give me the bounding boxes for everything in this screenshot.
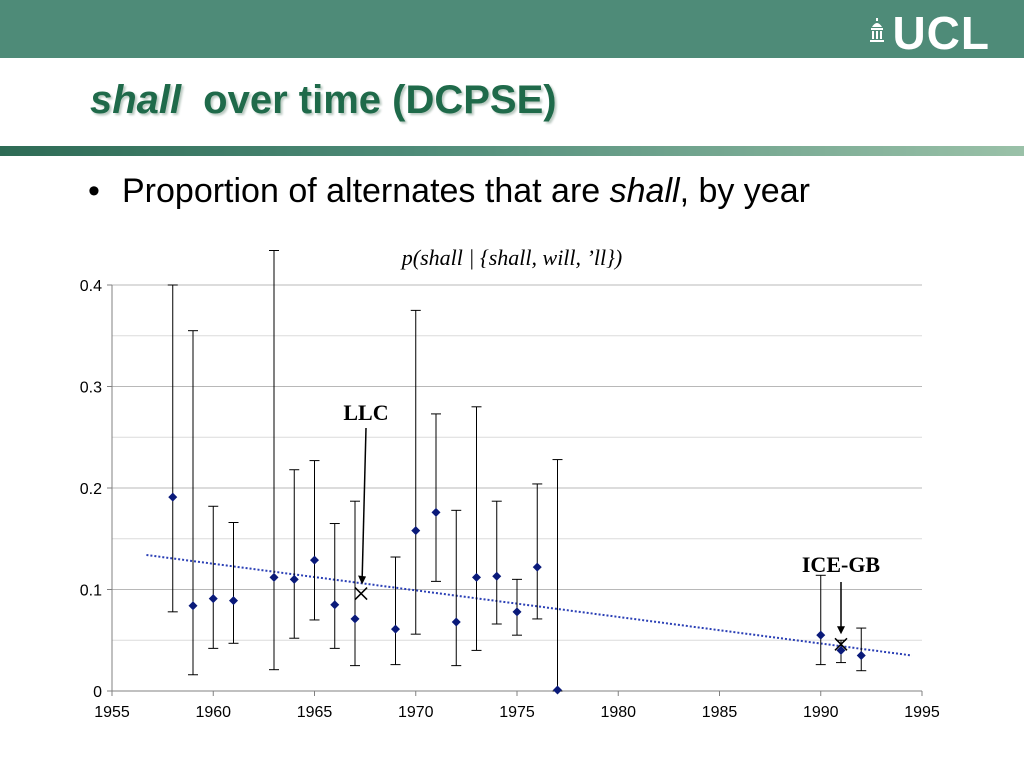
arrowhead-icegb [837, 626, 845, 635]
data-point [816, 630, 826, 640]
data-point [208, 594, 218, 604]
x-tick-label: 1955 [94, 704, 130, 721]
annotation-label-llc: LLC [343, 400, 388, 425]
y-tick-label: 0 [93, 684, 102, 701]
arrowhead-llc [358, 575, 367, 585]
chart-title: p(shall | {shall, will, ’ll}) [400, 245, 622, 270]
gridlines [112, 284, 922, 641]
data-point [229, 596, 238, 606]
scatter-chart: p(shall | {shall, will, ’ll}) 0 0.1 0.2 0.3… [80, 245, 940, 721]
data-point [512, 607, 522, 617]
title-divider [0, 146, 1024, 156]
y-tick-label: 0.4 [80, 278, 102, 295]
data-point [411, 526, 421, 536]
page-title: shall over time (DCPSE) [90, 78, 557, 123]
data-point [330, 600, 340, 610]
y-tick-label: 0.2 [80, 481, 102, 498]
error-bars [167, 249, 867, 692]
data-point [391, 624, 400, 634]
y-axis-ticks: 0 0.1 0.2 0.3 0.4 [80, 278, 112, 701]
data-point [472, 572, 481, 582]
data-point [856, 650, 866, 660]
x-tick-label: 1975 [499, 704, 535, 721]
bullet-text-before: Proportion of alternates that are [122, 172, 610, 210]
x-marker-icegb [834, 637, 848, 651]
x-tick-label: 1985 [702, 704, 738, 721]
logo-text: UCL [892, 7, 990, 59]
data-point [532, 562, 542, 572]
data-point [431, 507, 441, 517]
y-tick-label: 0.1 [80, 583, 102, 600]
data-point [553, 685, 562, 695]
data-point [451, 617, 461, 627]
annotation-label-icegb: ICE-GB [802, 552, 881, 577]
annotations: LLC ICE-GB [343, 400, 881, 651]
ucl-logo: UCL [870, 7, 990, 59]
header-bar: UCL [0, 0, 1024, 58]
portico-icon [870, 18, 885, 42]
data-points [168, 492, 866, 695]
x-tick-label: 1980 [600, 704, 636, 721]
bullet-text-after: , by year [679, 172, 810, 210]
data-point [168, 492, 178, 502]
annotation-arrow-llc [361, 427, 367, 582]
data-point [836, 645, 846, 655]
y-tick-label: 0.3 [80, 380, 102, 397]
data-point [188, 601, 198, 611]
bullet-icon: • [88, 172, 100, 210]
x-tick-label: 1995 [904, 704, 940, 721]
data-point [289, 574, 299, 584]
x-marker-llc [354, 587, 368, 601]
data-point [310, 555, 319, 565]
x-axis-ticks: 1955 1960 1965 1970 1975 1980 1985 1990 1995 [94, 691, 940, 721]
data-point [492, 571, 502, 581]
title-text: over time (DCPSE) [203, 78, 557, 122]
x-tick-label: 1965 [297, 704, 333, 721]
bullet-point: • Proportion of alternates that are shall… [88, 172, 810, 211]
data-point [269, 572, 279, 582]
x-tick-label: 1960 [195, 704, 231, 721]
title-emphasis: shall [90, 78, 182, 122]
x-tick-label: 1990 [803, 704, 839, 721]
bullet-text-em: shall [609, 172, 680, 210]
x-tick-label: 1970 [398, 704, 434, 721]
data-point [350, 614, 360, 624]
